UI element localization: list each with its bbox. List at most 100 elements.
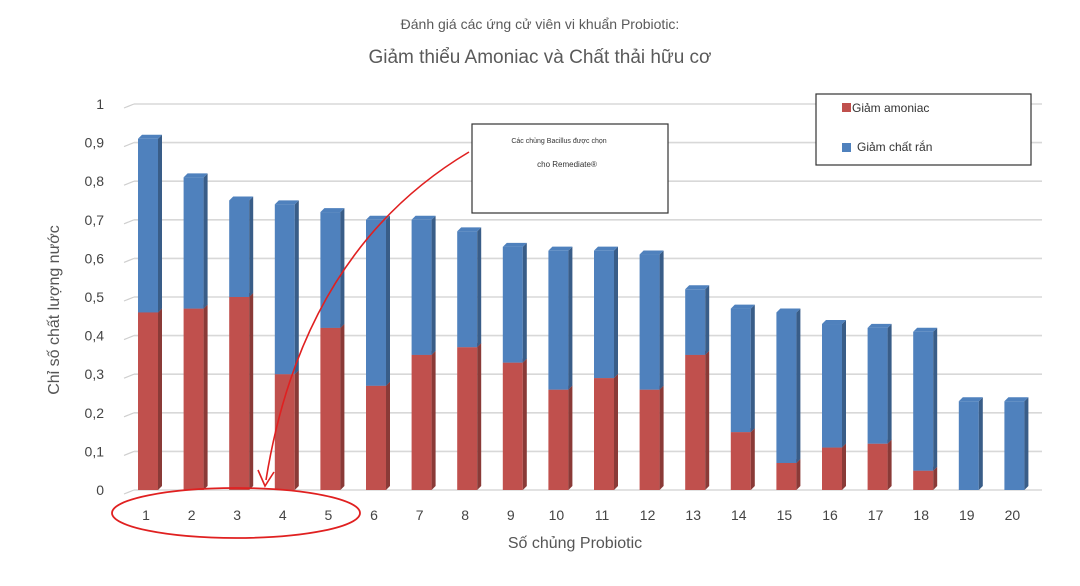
bar-ammonia-side [796, 458, 801, 490]
bar-solids [594, 250, 614, 379]
x-tick-label: 4 [279, 507, 287, 523]
bar-stack [366, 215, 390, 490]
x-tick-label: 11 [595, 507, 610, 523]
legend-label-ammonia: Giảm amoniac [852, 101, 929, 115]
bar-ammonia [411, 354, 432, 490]
gridline-bevel [123, 412, 135, 418]
bar-ammonia [548, 389, 569, 490]
gridline-bevel [123, 450, 135, 456]
bar-stack [958, 397, 983, 490]
bar-stack [229, 196, 254, 490]
gridline-bevel [123, 180, 135, 186]
bar-solids [1004, 401, 1025, 490]
bar-solids-top [730, 304, 755, 309]
bar-solids-side [705, 285, 710, 355]
bar-solids-top [639, 250, 664, 255]
bar-solids-top [913, 327, 938, 332]
legend-box [815, 93, 1032, 166]
bar-ammonia [229, 297, 250, 490]
legend-swatch-solids [842, 143, 851, 152]
annotation-line2: cho Remediate® [537, 160, 597, 169]
bar-stack [183, 173, 208, 490]
bar-stack [822, 320, 846, 490]
bar-solids [502, 246, 523, 363]
x-tick-label: 7 [416, 507, 424, 523]
legend-label-solids: Giảm chất rắn [857, 139, 932, 154]
annotation: Các chủng Bacillus được chọn cho Remedia… [111, 123, 669, 539]
y-tick-label: 0,5 [85, 289, 105, 305]
bar-solids-side [842, 320, 846, 448]
y-axis-ticks: 0 0,1 0,2 0,3 0,4 0,5 0,6 0,7 0,8 0,9 1 [85, 96, 105, 498]
bar-solids-side [750, 304, 755, 433]
bar-stack [457, 227, 482, 490]
bar-ammonia [594, 378, 614, 490]
bar-solids-top [776, 308, 801, 313]
bar-solids-side [477, 227, 482, 348]
bar-ammonia [366, 385, 386, 490]
bar-stack [776, 308, 801, 490]
bar-stack [685, 285, 710, 490]
gridline-bevel [123, 103, 135, 109]
annotation-arrowhead [257, 469, 275, 488]
bar-solids-side [978, 397, 983, 490]
gridline-bevel [123, 489, 135, 495]
bar-ammonia-side [750, 428, 755, 490]
bar-stack [320, 208, 345, 490]
bar-solids-side [1024, 397, 1029, 490]
bar-solids [229, 200, 250, 297]
bar-ammonia [457, 347, 478, 490]
bar-solids-top [594, 246, 618, 251]
bar-solids [366, 219, 386, 386]
bar-solids-top [958, 397, 983, 402]
y-tick-label: 0,3 [85, 366, 105, 382]
bar-ammonia-side [614, 374, 618, 490]
bar-solids [639, 254, 660, 390]
gridline-bevel [123, 335, 135, 341]
bar-solids-side [887, 323, 892, 444]
bar-ammonia [274, 374, 295, 490]
bar-solids [183, 177, 204, 309]
legend-swatch-ammonia [842, 103, 851, 112]
x-tick-label: 20 [1005, 507, 1021, 523]
bar-ammonia-side [705, 350, 710, 490]
annotation-arrow [265, 151, 470, 481]
bar-stack [1004, 397, 1029, 490]
bar-solids-side [249, 196, 254, 297]
bar-ammonia-side [386, 381, 390, 490]
bar-solids-side [933, 327, 938, 471]
bar-solids-top [183, 173, 208, 178]
bar-solids [548, 250, 569, 390]
y-tick-label: 0,2 [85, 405, 105, 421]
bar-ammonia [639, 389, 660, 490]
bar-solids-top [274, 200, 299, 205]
x-tick-label: 15 [777, 507, 793, 523]
x-tick-label: 9 [507, 507, 515, 523]
bar-ammonia-side [203, 304, 208, 490]
y-tick-label: 0,4 [85, 328, 105, 344]
bar-ammonia [320, 327, 341, 490]
y-axis-label: Chỉ số chất lượng nước [46, 225, 63, 395]
highlight-ellipse [111, 487, 361, 539]
bar-ammonia-side [933, 466, 938, 490]
bar-solids-side [386, 215, 390, 386]
bar-solids-side [294, 200, 299, 375]
y-tick-label: 0,7 [85, 212, 105, 228]
bar-stack [274, 200, 299, 490]
bar-solids-top [138, 134, 162, 139]
x-tick-label: 14 [731, 507, 747, 523]
bar-solids-top [320, 208, 345, 213]
x-tick-label: 10 [549, 507, 565, 523]
chart-title-line2: Giảm thiểu Amoniac và Chất thải hữu cơ [368, 47, 711, 68]
bar-stack [867, 323, 892, 490]
bar-ammonia [730, 432, 751, 490]
bar-ammonia-side [659, 385, 664, 490]
bar-ammonia-side [431, 350, 436, 490]
bar-solids-side [614, 246, 618, 379]
bar-stack [913, 327, 938, 490]
bar-ammonia-side [477, 343, 482, 490]
bar-solids-top [685, 285, 710, 290]
x-tick-label: 8 [461, 507, 469, 523]
bar-stack [411, 215, 436, 490]
x-tick-label: 6 [370, 507, 378, 523]
gridline-bevel [123, 373, 135, 379]
